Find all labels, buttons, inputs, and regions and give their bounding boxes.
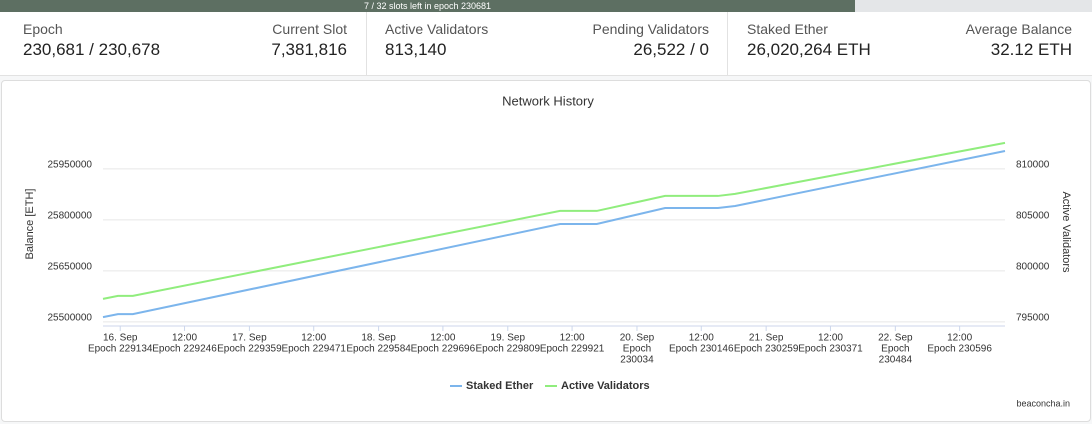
stats-row: Epoch 230,681 / 230,678 Current Slot 7,381…	[0, 12, 1092, 76]
x-tick-label: 18. Sep	[361, 333, 396, 344]
stat-label: Epoch	[23, 21, 63, 37]
stat-label: Pending Validators	[592, 21, 709, 37]
stat-value: 26,020,264 ETH	[747, 40, 871, 59]
series-line	[102, 150, 1006, 319]
x-tick-label: Epoch 229696	[411, 344, 476, 355]
legend-label[interactable]: Active Validators	[561, 380, 650, 392]
x-tick-label: Epoch 229471	[281, 344, 346, 355]
y2-tick-label: 800000	[1016, 262, 1050, 273]
x-tick-label: 22. Sep	[878, 333, 913, 344]
credit: beaconcha.in	[1016, 398, 1070, 408]
y-tick-label: 25950000	[48, 160, 93, 171]
x-tick-label: 12:00	[430, 333, 455, 344]
x-tick-label: 16. Sep	[103, 333, 138, 344]
x-tick-label: Epoch 229921	[540, 344, 605, 355]
separator	[727, 12, 728, 75]
stat-label: Average Balance	[965, 21, 1072, 37]
x-tick-label: 230484	[879, 355, 913, 366]
y2-axis-title: Active Validators	[1060, 191, 1072, 273]
x-tick-label: Epoch 229584	[346, 344, 411, 355]
series-line	[102, 141, 1006, 300]
y-tick-label: 25650000	[48, 262, 93, 273]
y-tick-label: 25800000	[48, 211, 93, 222]
x-tick-label: 12:00	[818, 333, 843, 344]
x-tick-label: Epoch	[881, 344, 909, 355]
x-tick-label: Epoch 230259	[734, 344, 799, 355]
x-tick-label: Epoch 229809	[476, 344, 541, 355]
x-tick-label: Epoch 230371	[798, 344, 863, 355]
x-tick-label: Epoch 229134	[88, 344, 153, 355]
y-tick-label: 25500000	[48, 313, 93, 324]
stat-value: 7,381,816	[271, 40, 347, 59]
x-tick-label: 12:00	[172, 333, 197, 344]
stat: Staked Ether 26,020,264 ETH	[747, 21, 907, 60]
stat-label: Active Validators	[385, 21, 489, 37]
x-tick-label: 20. Sep	[620, 333, 655, 344]
x-tick-label: 17. Sep	[232, 333, 267, 344]
stat: Current Slot 7,381,816	[187, 21, 347, 60]
progress-fill	[0, 0, 855, 12]
stat-value: 230,681 / 230,678	[23, 40, 161, 59]
stat: Epoch 230,681 / 230,678	[23, 21, 183, 60]
stat-value: 813,140	[385, 40, 447, 59]
stat-label: Current Slot	[272, 21, 347, 37]
stat: Active Validators 813,140	[385, 21, 545, 60]
stat-label: Staked Ether	[747, 21, 828, 37]
y2-tick-label: 810000	[1016, 160, 1050, 171]
x-tick-label: Epoch 230146	[669, 344, 734, 355]
x-tick-label: Epoch 229246	[152, 344, 217, 355]
x-tick-label: 12:00	[560, 333, 585, 344]
x-tick-label: 12:00	[689, 333, 714, 344]
legend-label[interactable]: Staked Ether	[466, 380, 534, 392]
x-tick-label: 12:00	[301, 333, 326, 344]
x-tick-label: Epoch 229359	[217, 344, 282, 355]
stat-value: 32.12 ETH	[990, 40, 1072, 59]
chart-card	[1, 80, 1091, 422]
x-tick-label: 230034	[620, 355, 654, 366]
separator	[366, 12, 367, 75]
stat-value: 26,522 / 0	[633, 40, 709, 59]
chart-title: Network History	[502, 93, 594, 108]
x-tick-label: 21. Sep	[749, 333, 784, 344]
x-tick-label: Epoch 230596	[927, 344, 992, 355]
y-axis-title: Balance [ETH]	[24, 189, 36, 260]
stat: Average Balance 32.12 ETH	[912, 21, 1072, 60]
stat: Pending Validators 26,522 / 0	[549, 21, 709, 60]
x-tick-label: Epoch	[623, 344, 651, 355]
y2-tick-label: 795000	[1016, 313, 1050, 324]
y2-tick-label: 805000	[1016, 211, 1050, 222]
x-tick-label: 19. Sep	[491, 333, 526, 344]
epoch-progress: 7 / 32 slots left in epoch 230681	[0, 0, 1092, 12]
x-tick-label: 12:00	[947, 333, 972, 344]
progress-text: 7 / 32 slots left in epoch 230681	[363, 1, 492, 11]
